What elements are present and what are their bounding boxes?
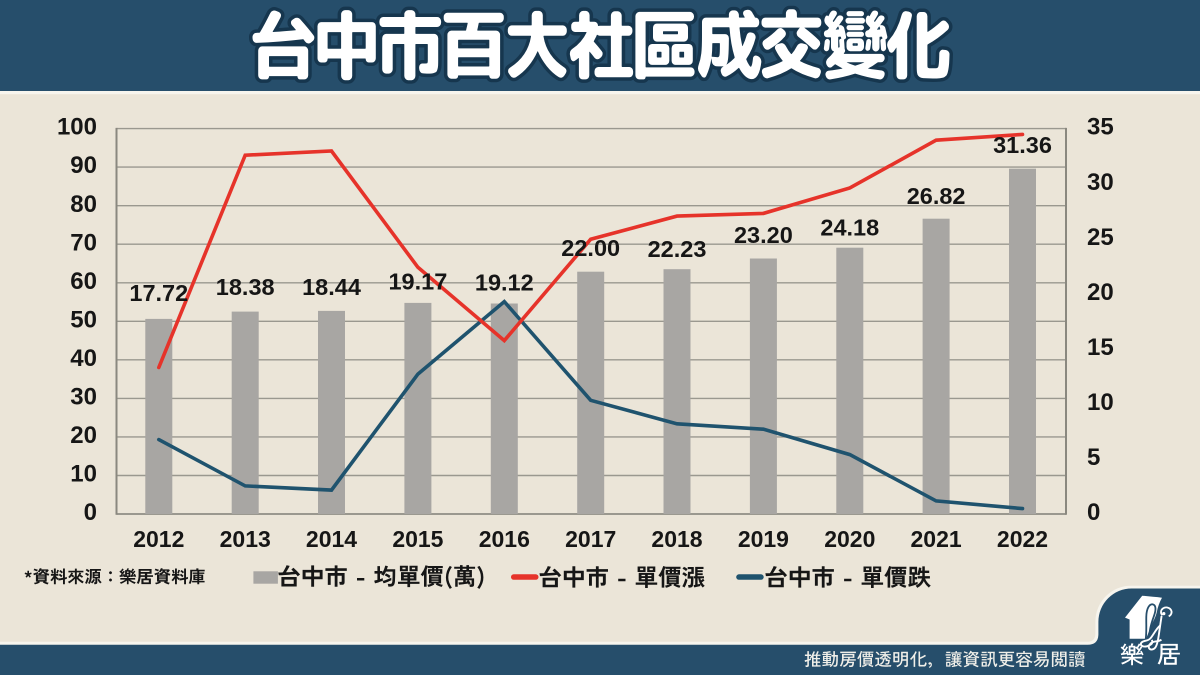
svg-text:2017: 2017 xyxy=(565,526,616,552)
svg-text:24.18: 24.18 xyxy=(820,215,879,241)
svg-text:5: 5 xyxy=(1087,444,1100,471)
svg-text:18.44: 18.44 xyxy=(302,274,361,300)
svg-text:30: 30 xyxy=(1087,169,1114,196)
svg-text:22.00: 22.00 xyxy=(561,235,620,261)
svg-text:0: 0 xyxy=(84,499,97,526)
svg-text:18.38: 18.38 xyxy=(216,274,275,300)
svg-text:80: 80 xyxy=(70,191,97,218)
svg-text:22.23: 22.23 xyxy=(648,236,707,262)
svg-text:15: 15 xyxy=(1087,334,1114,361)
svg-text:2019: 2019 xyxy=(738,526,789,552)
svg-text:19.17: 19.17 xyxy=(388,268,447,294)
svg-text:31.36: 31.36 xyxy=(993,132,1052,158)
svg-text:25: 25 xyxy=(1087,224,1114,251)
svg-text:70: 70 xyxy=(70,229,97,256)
svg-text:0: 0 xyxy=(1087,499,1100,526)
svg-text:26.82: 26.82 xyxy=(907,183,966,209)
svg-text:20: 20 xyxy=(1087,279,1114,306)
svg-text:30: 30 xyxy=(70,384,97,411)
svg-text:2015: 2015 xyxy=(392,526,443,552)
svg-text:23.20: 23.20 xyxy=(734,222,793,248)
svg-text:40: 40 xyxy=(70,345,97,372)
svg-text:19.12: 19.12 xyxy=(475,269,534,295)
svg-text:100: 100 xyxy=(57,114,97,141)
svg-text:2020: 2020 xyxy=(824,526,875,552)
svg-text:50: 50 xyxy=(70,306,97,333)
svg-text:10: 10 xyxy=(1087,389,1114,416)
svg-text:2013: 2013 xyxy=(220,526,271,552)
svg-text:2016: 2016 xyxy=(479,526,530,552)
svg-text:2012: 2012 xyxy=(133,526,184,552)
svg-text:2022: 2022 xyxy=(997,526,1048,552)
svg-text:2014: 2014 xyxy=(306,526,357,552)
svg-text:20: 20 xyxy=(70,422,97,449)
svg-text:2018: 2018 xyxy=(651,526,702,552)
svg-text:35: 35 xyxy=(1087,114,1114,141)
svg-text:60: 60 xyxy=(70,268,97,295)
svg-text:17.72: 17.72 xyxy=(129,280,188,306)
svg-text:2021: 2021 xyxy=(911,526,962,552)
svg-text:10: 10 xyxy=(70,461,97,488)
svg-text:90: 90 xyxy=(70,152,97,179)
